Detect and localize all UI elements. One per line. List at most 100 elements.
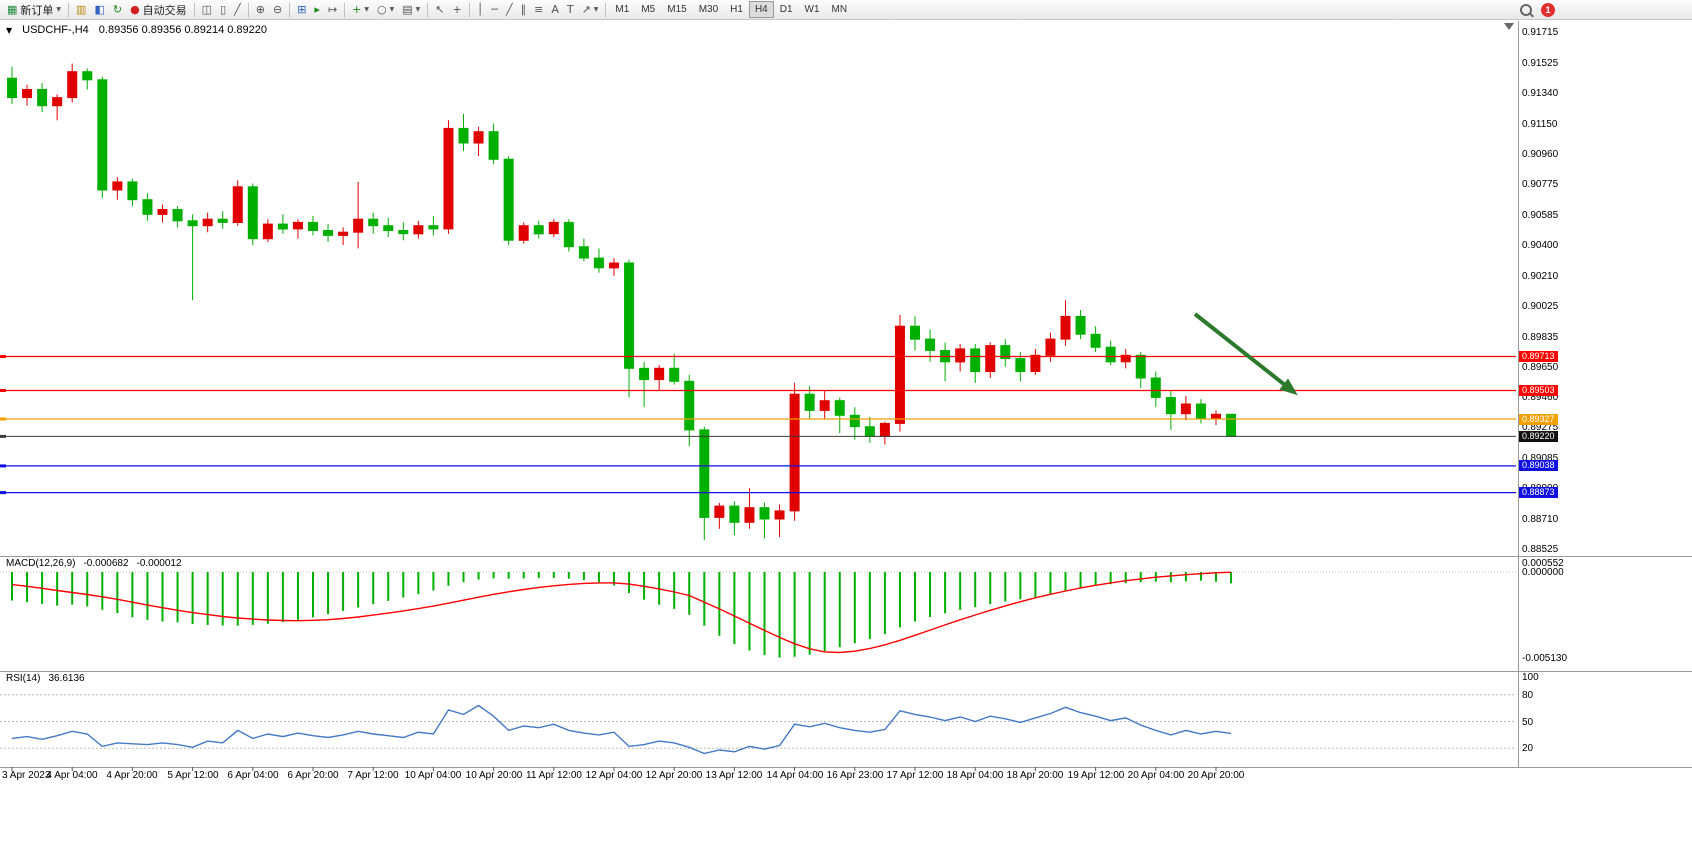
tile-windows-icon: ⊞ xyxy=(297,3,307,16)
timeframe-m1[interactable]: M1 xyxy=(615,4,630,15)
macd-name: MACD(12,26,9) xyxy=(6,558,76,569)
toolbar-separator xyxy=(344,2,346,17)
cursor-button[interactable]: ↖ xyxy=(431,3,448,16)
horizontal-line-button[interactable]: ─ xyxy=(487,3,502,16)
price-axis-label: 0.89835 xyxy=(1522,332,1559,343)
trendline-button[interactable]: ╱ xyxy=(502,3,517,16)
arrows-button[interactable]: ↗ ▼ xyxy=(578,3,603,16)
timeframe-h1[interactable]: H1 xyxy=(730,4,743,15)
price-axis-label: 0.90960 xyxy=(1522,149,1559,160)
price-axis-label: 0.89460 xyxy=(1522,392,1559,403)
price-axis-label: 0.90400 xyxy=(1522,240,1559,251)
time-axis-label: 14 Apr 04:00 xyxy=(766,770,824,781)
rsi-axis-label: 20 xyxy=(1522,743,1534,754)
timeframe-w1[interactable]: W1 xyxy=(804,4,820,15)
timeframe-h4[interactable]: H4 xyxy=(748,1,774,18)
chart-shift-button[interactable]: ↦ xyxy=(324,3,341,16)
price-axis-label: 0.91525 xyxy=(1522,58,1559,69)
chart-shift-marker[interactable] xyxy=(1504,23,1514,30)
chevron-down-icon: ▼ xyxy=(415,6,421,13)
zoom-in-icon: ⊕ xyxy=(255,3,265,16)
time-axis-label: 12 Apr 04:00 xyxy=(585,770,643,781)
vertical-line-icon: │ xyxy=(476,3,484,16)
zoom-out-button[interactable]: ⊖ xyxy=(269,3,286,16)
rsi-axis-label: 100 xyxy=(1522,672,1539,683)
indicators-icon: + xyxy=(352,3,362,16)
time-ticks xyxy=(11,767,1217,771)
crosshair-icon: + xyxy=(452,3,462,16)
autotrading-button[interactable]: ● 自动交易 xyxy=(126,1,191,19)
periods-button[interactable]: ○ ▼ xyxy=(373,3,398,16)
line-chart-button[interactable]: ╱ xyxy=(230,3,245,16)
price-axis-label: 0.89085 xyxy=(1522,453,1559,464)
toolbar-separator xyxy=(247,2,249,17)
price-line-badge: 0.89713 xyxy=(1519,351,1558,362)
refresh-button[interactable]: ↻ xyxy=(109,3,126,16)
macd-main-value: -0.000682 xyxy=(83,558,129,569)
vertical-line-button[interactable]: │ xyxy=(473,3,488,16)
price-line-badge: 0.89327 xyxy=(1519,414,1558,425)
equidistant-channel-icon: ∥ xyxy=(520,3,527,16)
time-axis-label: 10 Apr 04:00 xyxy=(404,770,462,781)
price-axis-label: 0.90025 xyxy=(1522,301,1559,312)
rsi-line xyxy=(11,704,1232,755)
horizontal-line-objects[interactable] xyxy=(0,355,1516,494)
text-label-button[interactable]: T xyxy=(563,3,578,16)
timeframe-mn[interactable]: MN xyxy=(831,4,848,15)
profiles-button[interactable]: ◧ xyxy=(90,3,108,16)
new-order-label: 新订单 xyxy=(20,4,54,17)
current-price-badge: 0.89220 xyxy=(1519,431,1558,442)
chart-title: ▼ USDCHF-,H4 0.89356 0.89356 0.89214 0.8… xyxy=(6,24,267,36)
macd-label: MACD(12,26,9) -0.000682 -0.000012 xyxy=(6,558,182,569)
price-axis-label: 0.88710 xyxy=(1522,514,1559,525)
panel-separators[interactable] xyxy=(0,556,1692,672)
rsi-axis-label: 50 xyxy=(1522,717,1534,728)
equidistant-channel-button[interactable]: ∥ xyxy=(517,3,531,16)
bar-chart-icon: ◫ xyxy=(201,3,213,16)
toolbar-separator xyxy=(468,2,470,17)
indicators-button[interactable]: + ▼ xyxy=(348,3,373,16)
zoom-in-button[interactable]: ⊕ xyxy=(252,3,269,16)
timeframe-d1[interactable]: D1 xyxy=(779,4,793,15)
timeframe-m15[interactable]: M15 xyxy=(667,4,687,15)
toolbar-separator xyxy=(193,2,195,17)
tile-windows-button[interactable]: ⊞ xyxy=(293,3,310,16)
time-axis-label: 3 Apr 2023 xyxy=(2,770,51,781)
templates-button[interactable]: ▤ ▼ xyxy=(398,3,424,16)
chevron-down-icon: ▼ xyxy=(364,6,370,13)
macd-signal-value: -0.000012 xyxy=(136,558,182,569)
macd-axis-label: 0.000000 xyxy=(1522,567,1564,578)
symbol-period-label: USDCHF-,H4 xyxy=(22,24,89,36)
rsi-level-lines xyxy=(0,694,1516,749)
chevron-down-icon[interactable]: ▼ xyxy=(6,25,13,35)
time-axis-label: 5 Apr 12:00 xyxy=(167,770,219,781)
templates-icon: ▤ xyxy=(402,3,413,16)
time-axis-label: 16 Apr 23:00 xyxy=(826,770,884,781)
open-chart-icon: ▥ xyxy=(76,3,87,16)
price-axis-label: 0.88525 xyxy=(1522,544,1559,555)
toolbar-right: 1 xyxy=(1520,3,1555,17)
new-order-button[interactable]: ▦ 新订单 ▼ xyxy=(3,1,65,19)
toolbar-separator xyxy=(289,2,291,17)
auto-scroll-button[interactable]: ▸ xyxy=(310,3,324,16)
crosshair-button[interactable]: + xyxy=(449,3,466,16)
price-axis-label: 0.91150 xyxy=(1522,119,1558,130)
rsi-name: RSI(14) xyxy=(6,673,41,684)
text-icon: A xyxy=(551,3,559,16)
text-button[interactable]: A xyxy=(547,3,563,16)
search-icon[interactable] xyxy=(1520,4,1532,16)
fibonacci-button[interactable]: ≡ xyxy=(530,3,547,16)
bar-chart-button[interactable]: ◫ xyxy=(198,3,216,16)
open-chart-button[interactable]: ▥ xyxy=(72,3,90,16)
time-axis-label: 20 Apr 04:00 xyxy=(1127,770,1185,781)
price-line-badge: 0.89038 xyxy=(1519,460,1558,471)
timeframe-m30[interactable]: M30 xyxy=(698,4,719,15)
timeframe-m5[interactable]: M5 xyxy=(641,4,656,15)
trend-arrow[interactable] xyxy=(1193,312,1298,396)
time-axis-label: 4 Apr 04:00 xyxy=(46,770,98,781)
price-axis-label: 0.90775 xyxy=(1522,179,1559,190)
notification-badge[interactable]: 1 xyxy=(1541,3,1555,17)
price-axis-label: 0.90210 xyxy=(1522,271,1559,282)
candlestick-chart-button[interactable]: ▯ xyxy=(216,3,230,16)
